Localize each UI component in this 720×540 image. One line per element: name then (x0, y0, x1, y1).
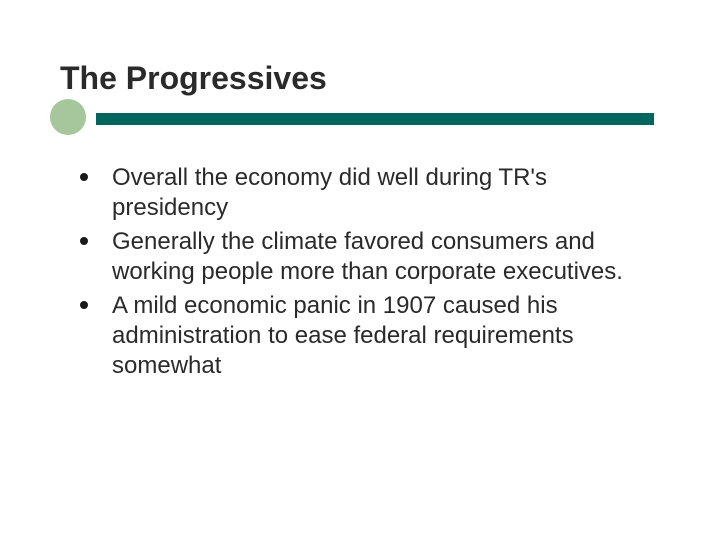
bullet-list: Overall the economy did well during TR's… (60, 163, 660, 381)
list-item: Overall the economy did well during TR's… (112, 163, 660, 223)
list-item: Generally the climate favored consumers … (112, 227, 660, 287)
divider-bar (96, 113, 654, 125)
list-item: A mild economic panic in 1907 caused his… (112, 291, 660, 381)
slide-title: The Progressives (60, 60, 660, 97)
slide: The Progressives Overall the economy did… (0, 0, 720, 540)
title-divider (60, 103, 660, 143)
accent-circle-icon (50, 99, 86, 135)
